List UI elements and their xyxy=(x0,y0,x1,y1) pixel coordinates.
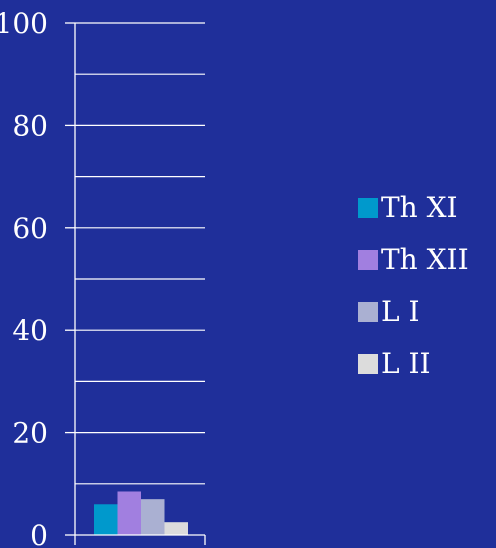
legend-item: Th XII xyxy=(358,234,494,286)
bar-l-ii xyxy=(164,522,188,535)
y-tick-label: 40 xyxy=(12,314,48,347)
legend: Th XI Th XII L I L II xyxy=(358,182,494,390)
legend-label: Th XI xyxy=(381,191,458,224)
y-tick-label: 60 xyxy=(12,212,48,245)
legend-swatch xyxy=(358,354,378,374)
y-axis: 0 20 40 60 80 100 xyxy=(0,7,76,548)
legend-swatch xyxy=(358,302,378,322)
legend-item: L I xyxy=(358,286,494,338)
x-axis xyxy=(74,534,206,545)
bar-th-xii xyxy=(117,491,141,535)
legend-item: L II xyxy=(358,338,494,390)
gridlines xyxy=(75,22,205,485)
y-tick-label: 100 xyxy=(0,7,48,40)
bar-l-i xyxy=(141,499,165,535)
legend-swatch xyxy=(358,198,378,218)
legend-label: L II xyxy=(381,347,431,380)
legend-label: L I xyxy=(381,295,420,328)
y-tick-label: 20 xyxy=(12,417,48,450)
y-tick-label: 80 xyxy=(12,109,48,142)
legend-label: Th XII xyxy=(381,243,469,276)
bars xyxy=(94,491,188,535)
legend-item: Th XI xyxy=(358,182,494,234)
y-tick-label: 0 xyxy=(30,519,48,548)
bar-th-xi xyxy=(94,504,118,535)
legend-swatch xyxy=(358,250,378,270)
